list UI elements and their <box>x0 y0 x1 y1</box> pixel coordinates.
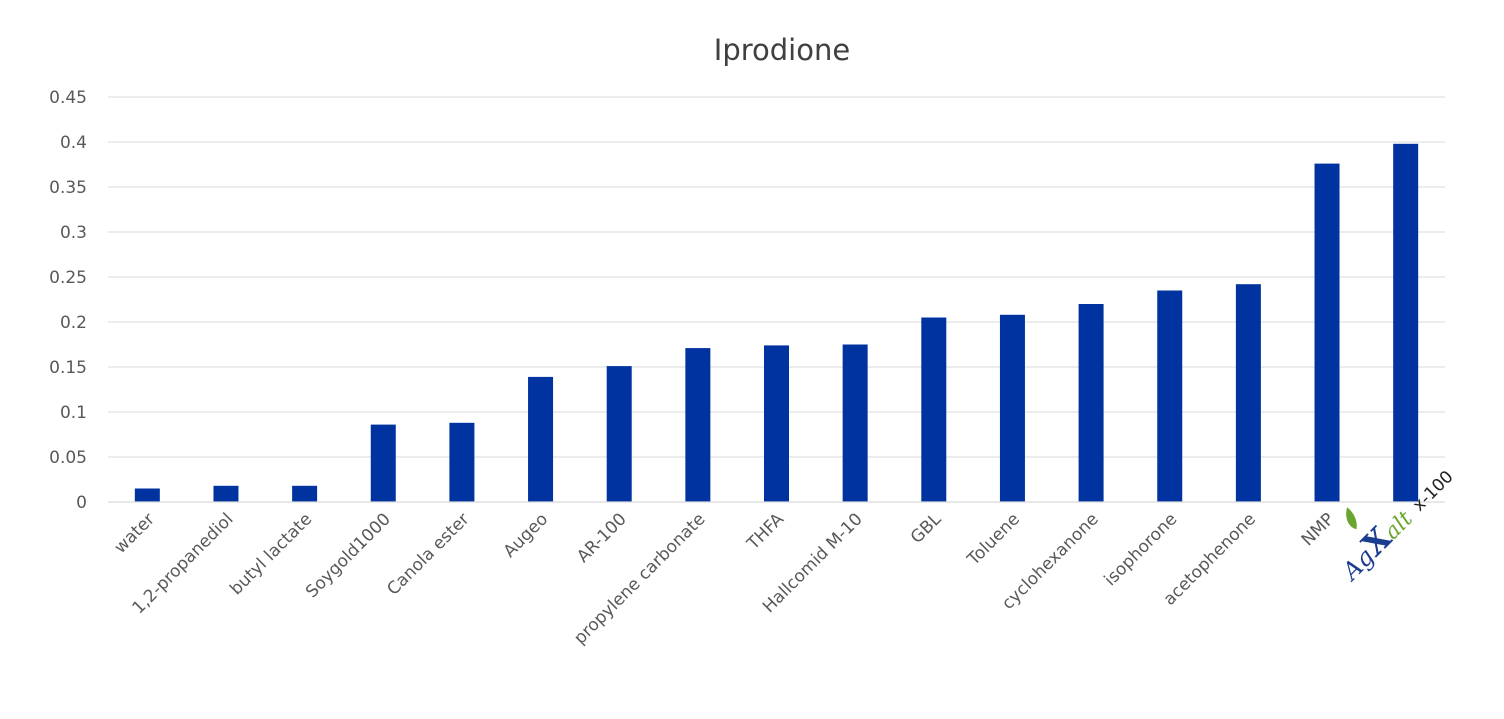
bar <box>528 376 554 502</box>
y-tick-label: 0.1 <box>60 403 87 423</box>
y-tick-label: 0.4 <box>60 133 87 153</box>
bar <box>685 348 711 502</box>
x-tick-label: propylene carbonate <box>570 509 709 648</box>
x-tick-label: NMP <box>1298 509 1339 550</box>
x-tick-label: butyl lactate <box>226 509 316 599</box>
bar <box>1235 284 1261 502</box>
y-tick-label: 0.25 <box>49 268 87 288</box>
y-tick-label: 0 <box>76 493 87 513</box>
bar <box>213 485 239 502</box>
bar <box>999 314 1025 502</box>
x-tick-label: isophorone <box>1101 509 1182 590</box>
x-tick-label: AR-100 <box>573 509 631 567</box>
y-tick-label: 0.45 <box>49 88 87 108</box>
bar <box>842 344 868 502</box>
bar <box>606 366 632 502</box>
y-tick-label: 0.15 <box>49 358 87 378</box>
leaf-icon <box>1346 507 1357 530</box>
x-tick-label: water <box>110 509 158 557</box>
bars <box>134 143 1419 503</box>
bar <box>764 345 789 502</box>
y-axis-tick-labels: 0 0.05 0.1 0.15 0.2 0.25 0.3 0.35 0.4 0.45 <box>49 88 87 513</box>
bar <box>370 424 396 502</box>
bar <box>1314 163 1340 502</box>
y-tick-label: 0.35 <box>49 178 87 198</box>
x-tick-label: Canola ester <box>383 509 473 599</box>
bar <box>134 488 160 502</box>
x-tick-label: Augeo <box>500 509 552 561</box>
x-tick-label: THFA <box>743 509 789 555</box>
y-tick-label: 0.2 <box>60 313 87 333</box>
bar <box>921 317 947 502</box>
chart-title: Iprodione <box>714 33 850 67</box>
x-tick-label: Toluene <box>963 509 1024 570</box>
x-tick-label: GBL <box>907 509 946 548</box>
gridlines <box>108 96 1445 458</box>
bar <box>1078 304 1104 502</box>
agxalt-logo: AgXalt <box>1330 499 1420 589</box>
bar <box>292 485 318 502</box>
y-tick-label: 0.05 <box>49 448 87 468</box>
y-tick-label: 0.3 <box>60 223 87 243</box>
bar <box>1393 143 1419 503</box>
bar <box>1157 290 1183 502</box>
bar <box>449 422 475 502</box>
